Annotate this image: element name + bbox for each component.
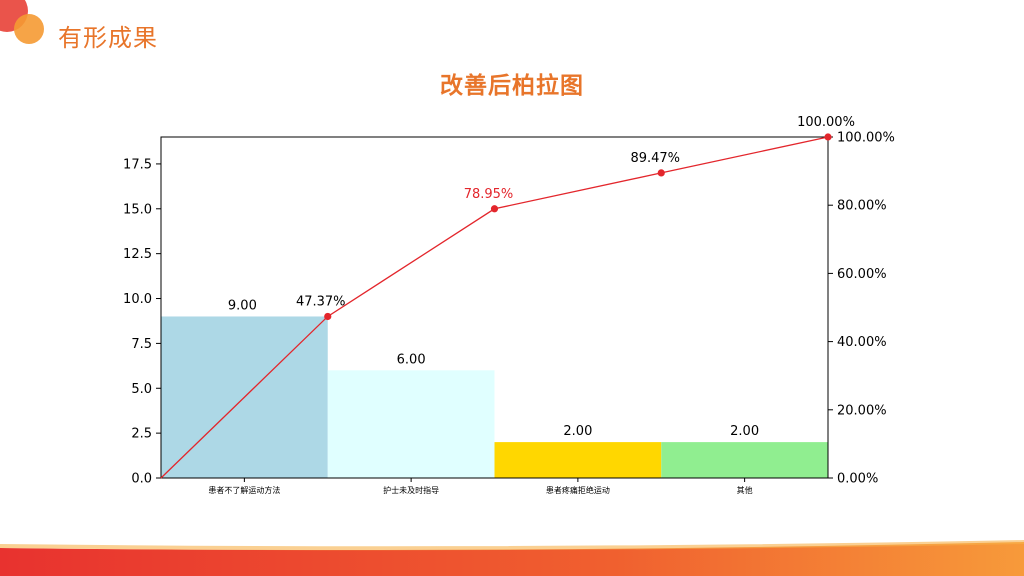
y-tick-label-0: 0.0 (131, 472, 152, 487)
y-tick-label-3: 7.5 (131, 337, 152, 352)
chart-title: 改善后柏拉图 (440, 73, 584, 99)
y2-tick-label-3: 60.00% (837, 267, 887, 282)
bar-value-label-0: 9.00 (228, 298, 257, 313)
cumulative-point-2 (657, 169, 665, 177)
x-tick-label-3: 其他 (737, 485, 753, 495)
cumulative-label-1: 78.95% (464, 187, 514, 202)
x-tick-label-1: 护士未及时指导 (383, 485, 439, 495)
cumulative-label-2: 89.47% (630, 151, 680, 166)
cumulative-point-0 (324, 312, 332, 321)
plot-frame (160, 136, 829, 479)
bar-value-label-2: 2.00 (563, 424, 592, 439)
bar-value-label-1: 6.00 (397, 352, 426, 367)
y-tick-label-5: 12.5 (123, 247, 152, 262)
x-tick-label-0: 患者不了解运动方法 (208, 485, 280, 495)
y-tick-label-1: 2.5 (131, 427, 152, 442)
cumulative-point-3 (824, 133, 832, 141)
y2-tick-label-2: 40.00% (837, 335, 887, 350)
y2-tick-label-5: 100.00% (837, 131, 895, 146)
y-tick-label-4: 10.0 (123, 292, 152, 307)
bar-2 (494, 442, 662, 478)
y2-tick-label-4: 80.00% (837, 199, 887, 214)
y-tick-label-6: 15.0 (123, 202, 152, 217)
slide-title: 有形成果 (58, 24, 158, 52)
y-tick-label-7: 17.5 (123, 157, 152, 172)
cumulative-label-3: 100.00% (797, 115, 855, 130)
bar-value-label-3: 2.00 (730, 424, 759, 439)
y-tick-label-2: 5.0 (131, 382, 152, 397)
decor-circle-orange (14, 14, 44, 44)
y2-tick-label-1: 20.00% (837, 403, 887, 418)
x-tick-label-2: 患者疼痛拒绝运动 (546, 485, 610, 495)
cumulative-point-1 (490, 205, 499, 213)
y2-tick-label-0: 0.00% (837, 472, 878, 487)
bar-1 (327, 370, 495, 478)
footer-band (0, 540, 1024, 576)
bar-3 (661, 442, 828, 478)
cumulative-label-0: 47.37% (296, 294, 346, 309)
